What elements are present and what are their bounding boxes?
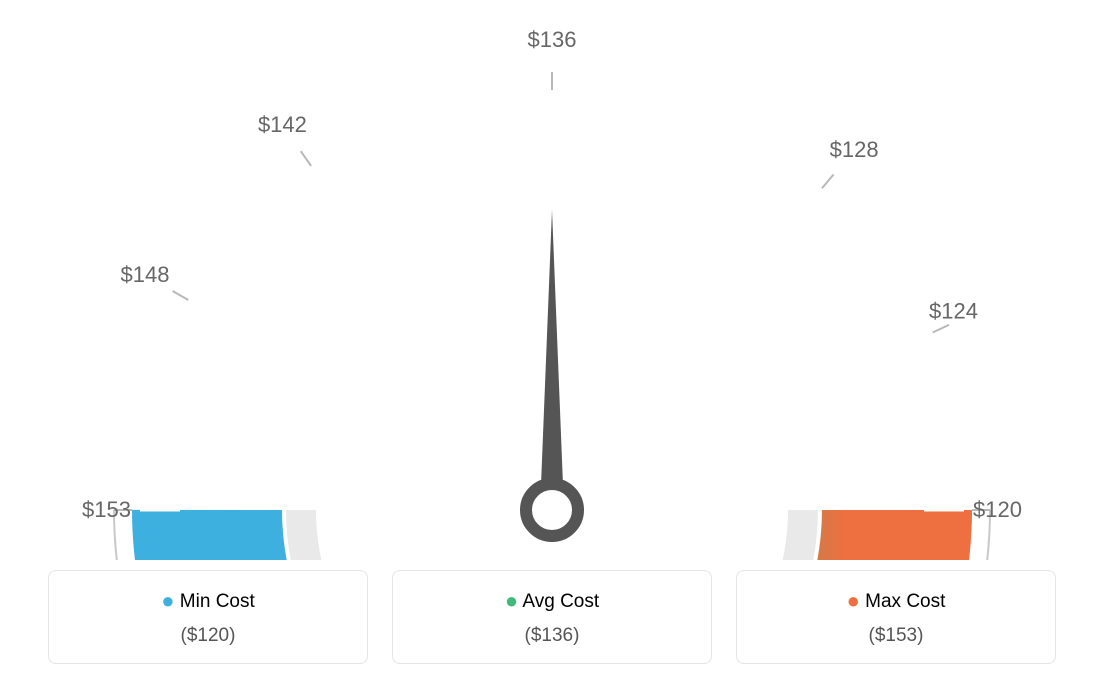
gauge-svg: $120 $124 $128 $136 $142 $148 $153 xyxy=(0,0,1104,560)
svg-text:$120: $120 xyxy=(973,497,1022,522)
svg-text:$136: $136 xyxy=(528,27,577,52)
legend-row: ● Min Cost ($120) ● Avg Cost ($136) ● Ma… xyxy=(0,570,1104,664)
legend-card-min: ● Min Cost ($120) xyxy=(48,570,368,664)
gauge-chart: $120 $124 $128 $136 $142 $148 $153 xyxy=(0,0,1104,560)
legend-card-avg: ● Avg Cost ($136) xyxy=(392,570,712,664)
legend-card-max: ● Max Cost ($153) xyxy=(736,570,1056,664)
dot-icon: ● xyxy=(847,588,860,613)
svg-text:$128: $128 xyxy=(830,137,879,162)
legend-label-min: Min Cost xyxy=(180,591,255,612)
dot-icon: ● xyxy=(161,588,174,613)
legend-title-avg: ● Avg Cost xyxy=(403,589,701,615)
legend-title-max: ● Max Cost xyxy=(747,589,1045,615)
legend-value-min: ($120) xyxy=(59,625,357,647)
legend-value-max: ($153) xyxy=(747,625,1045,647)
legend-label-max: Max Cost xyxy=(865,591,945,612)
dot-icon: ● xyxy=(505,588,518,613)
svg-text:$142: $142 xyxy=(258,112,307,137)
legend-title-min: ● Min Cost xyxy=(59,589,357,615)
svg-text:$148: $148 xyxy=(120,262,169,287)
svg-text:$153: $153 xyxy=(82,497,131,522)
svg-text:$124: $124 xyxy=(929,298,978,323)
legend-label-avg: Avg Cost xyxy=(522,591,599,612)
legend-value-avg: ($136) xyxy=(403,625,701,647)
